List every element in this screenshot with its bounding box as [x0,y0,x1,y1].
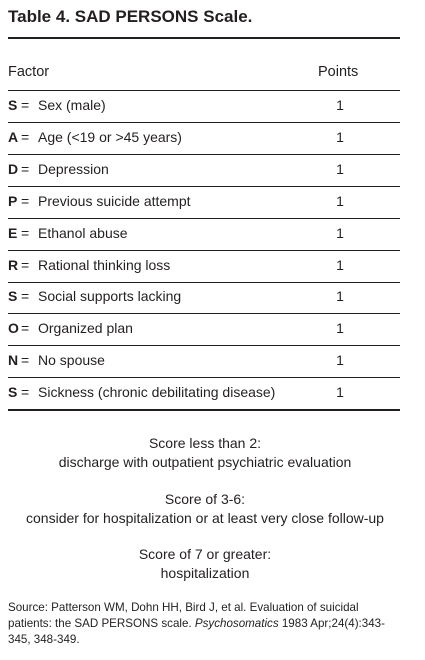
row-points: 1 [336,192,344,209]
row-letter: S [8,384,18,401]
row-points: 1 [336,384,344,401]
note-line: consider for hospitalization or at least… [26,510,384,526]
row-separator: = [21,384,30,401]
header-cell: Points [318,64,359,80]
rule [8,377,400,379]
row-letter: P [8,192,18,209]
row-separator: = [21,352,30,369]
row-factor: Age (<19 or >45 years) [38,128,182,145]
row-separator: = [21,128,30,145]
row-points: 1 [336,256,344,273]
row-factor: Ethanol abuse [38,224,128,241]
row-factor: Organized plan [38,320,133,337]
rule [8,185,400,187]
header-cell: Factor [8,64,50,80]
source-text: 1983 Apr;24(4):343-345, 348-349. [8,617,385,646]
note: Score less than 2: discharge with outpati… [0,434,410,472]
row-points: 1 [336,224,344,241]
row-factor: Rational thinking loss [38,256,171,273]
row-separator: = [21,160,30,177]
row-points: 1 [336,97,344,113]
row-separator: = [21,320,30,337]
note: Score of 7 or greater: hospitalization [0,545,410,583]
row-points: 1 [336,320,344,337]
source-text: Source: Patterson WM, Dohn HH, Bird J, e… [8,601,359,630]
row-separator: = [21,256,30,273]
row-letter: S [8,288,18,305]
rule [8,37,400,39]
rule [8,90,400,91]
note: Score of 3-6: consider for hospitalizatio… [0,490,410,528]
row-letter: A [8,128,19,145]
note-line: hospitalization [160,565,250,581]
journal: Psychosomatics [194,617,279,630]
row-factor: Previous suicide attempt [38,192,191,209]
rule [8,345,400,347]
note-line: Score of 3-6: [164,491,246,507]
row-factor: Sickness (chronic debilitating disease) [38,384,276,401]
note-line: Score of 7 or greater: [138,546,272,562]
row-factor: Social supports lacking [38,288,182,305]
row-factor: Sex (male) [38,97,106,113]
rule [8,313,400,315]
table-title: Table 4. SAD PERSONS Scale. [8,7,253,26]
rule [8,153,400,155]
rule [8,217,400,219]
rule [8,409,400,411]
note-line: Score less than 2: [148,435,262,451]
row-letter: E [8,224,18,241]
rule [8,249,400,251]
note-line: discharge with outpatient psychiatric ev… [58,454,352,470]
row-separator: = [21,192,30,209]
row-separator: = [21,97,30,113]
row-factor: No spouse [38,352,105,369]
row-points: 1 [336,288,344,305]
row-separator: = [21,288,30,305]
rule [8,281,400,283]
source: Source: Patterson WM, Dohn HH, Bird J, e… [8,600,403,648]
row-letter: R [8,256,19,273]
row-letter: S [8,97,18,113]
row-points: 1 [336,128,344,145]
row-points: 1 [336,160,344,177]
row-letter: N [8,352,19,369]
row-factor: Depression [38,160,109,177]
row-letter: D [8,160,19,177]
row-points: 1 [336,352,344,369]
row-separator: = [21,224,30,241]
row-letter: O [8,320,19,337]
rule [8,122,400,123]
